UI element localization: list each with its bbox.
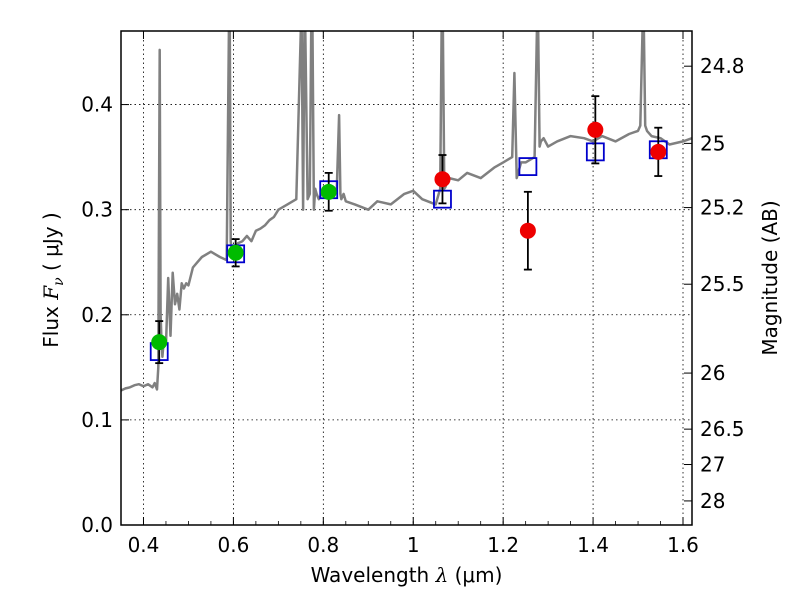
right-tick-label: 26 xyxy=(700,361,725,385)
right-tick-label: 25 xyxy=(700,131,725,155)
y-tick-label: 0.3 xyxy=(81,198,113,222)
right-axis-label: Magnitude (AB) xyxy=(758,200,782,355)
right-tick-label: 28 xyxy=(700,489,725,513)
y-tick-label: 0.4 xyxy=(81,93,113,117)
y-tick-label: 0.0 xyxy=(81,513,113,537)
plot-area xyxy=(121,31,692,392)
right-tick-label: 27 xyxy=(700,453,725,477)
x-tick-label: 1.6 xyxy=(667,533,699,557)
right-tick-label: 25.5 xyxy=(700,272,745,296)
x-tick-label: 1 xyxy=(407,533,420,557)
x-tick-label: 1.2 xyxy=(487,533,519,557)
grid xyxy=(121,31,692,526)
red-data-point xyxy=(650,143,667,160)
red-data-point xyxy=(587,121,604,138)
plot-frame xyxy=(120,30,693,526)
ticks: 0.4 0.6 0.8 1 1.2 1.4 1.6 0.0 0.1 0.2 0.3 0.4 24.8 25… xyxy=(81,31,745,557)
x-axis-label: Wavelength λ (μm) xyxy=(311,563,503,587)
x-tick-label: 1.4 xyxy=(577,533,609,557)
x-tick-label: 0.8 xyxy=(307,533,339,557)
green-data-point xyxy=(227,244,244,261)
y-axis-label: Flux Fν ( μJy ) xyxy=(39,212,67,347)
green-data-point xyxy=(151,334,168,351)
red-data-point xyxy=(434,171,451,188)
right-tick-label: 25.2 xyxy=(700,196,745,220)
x-tick-label: 0.4 xyxy=(128,533,160,557)
right-tick-label: 24.8 xyxy=(700,54,745,78)
model-spectrum-line xyxy=(121,31,692,392)
model-square-point xyxy=(518,157,538,176)
x-tick-label: 0.6 xyxy=(217,533,249,557)
green-data-point xyxy=(320,183,337,200)
y-tick-label: 0.2 xyxy=(81,303,113,327)
right-tick-label: 26.5 xyxy=(700,417,745,441)
red-data-point xyxy=(519,222,536,239)
y-tick-label: 0.1 xyxy=(81,408,113,432)
